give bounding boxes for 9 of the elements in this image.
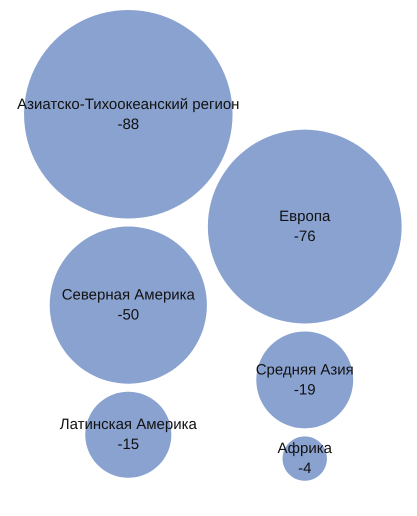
data-label: -88 bbox=[117, 116, 140, 133]
category-label: Северная Америка bbox=[62, 286, 196, 304]
category-label: Средняя Азия bbox=[256, 361, 354, 378]
data-label: -50 bbox=[117, 306, 140, 324]
data-label: -19 bbox=[294, 381, 316, 398]
data-label: -15 bbox=[117, 436, 140, 454]
data-label: -4 bbox=[298, 460, 312, 478]
category-label: Европа bbox=[279, 208, 331, 226]
data-label: -76 bbox=[294, 228, 316, 246]
